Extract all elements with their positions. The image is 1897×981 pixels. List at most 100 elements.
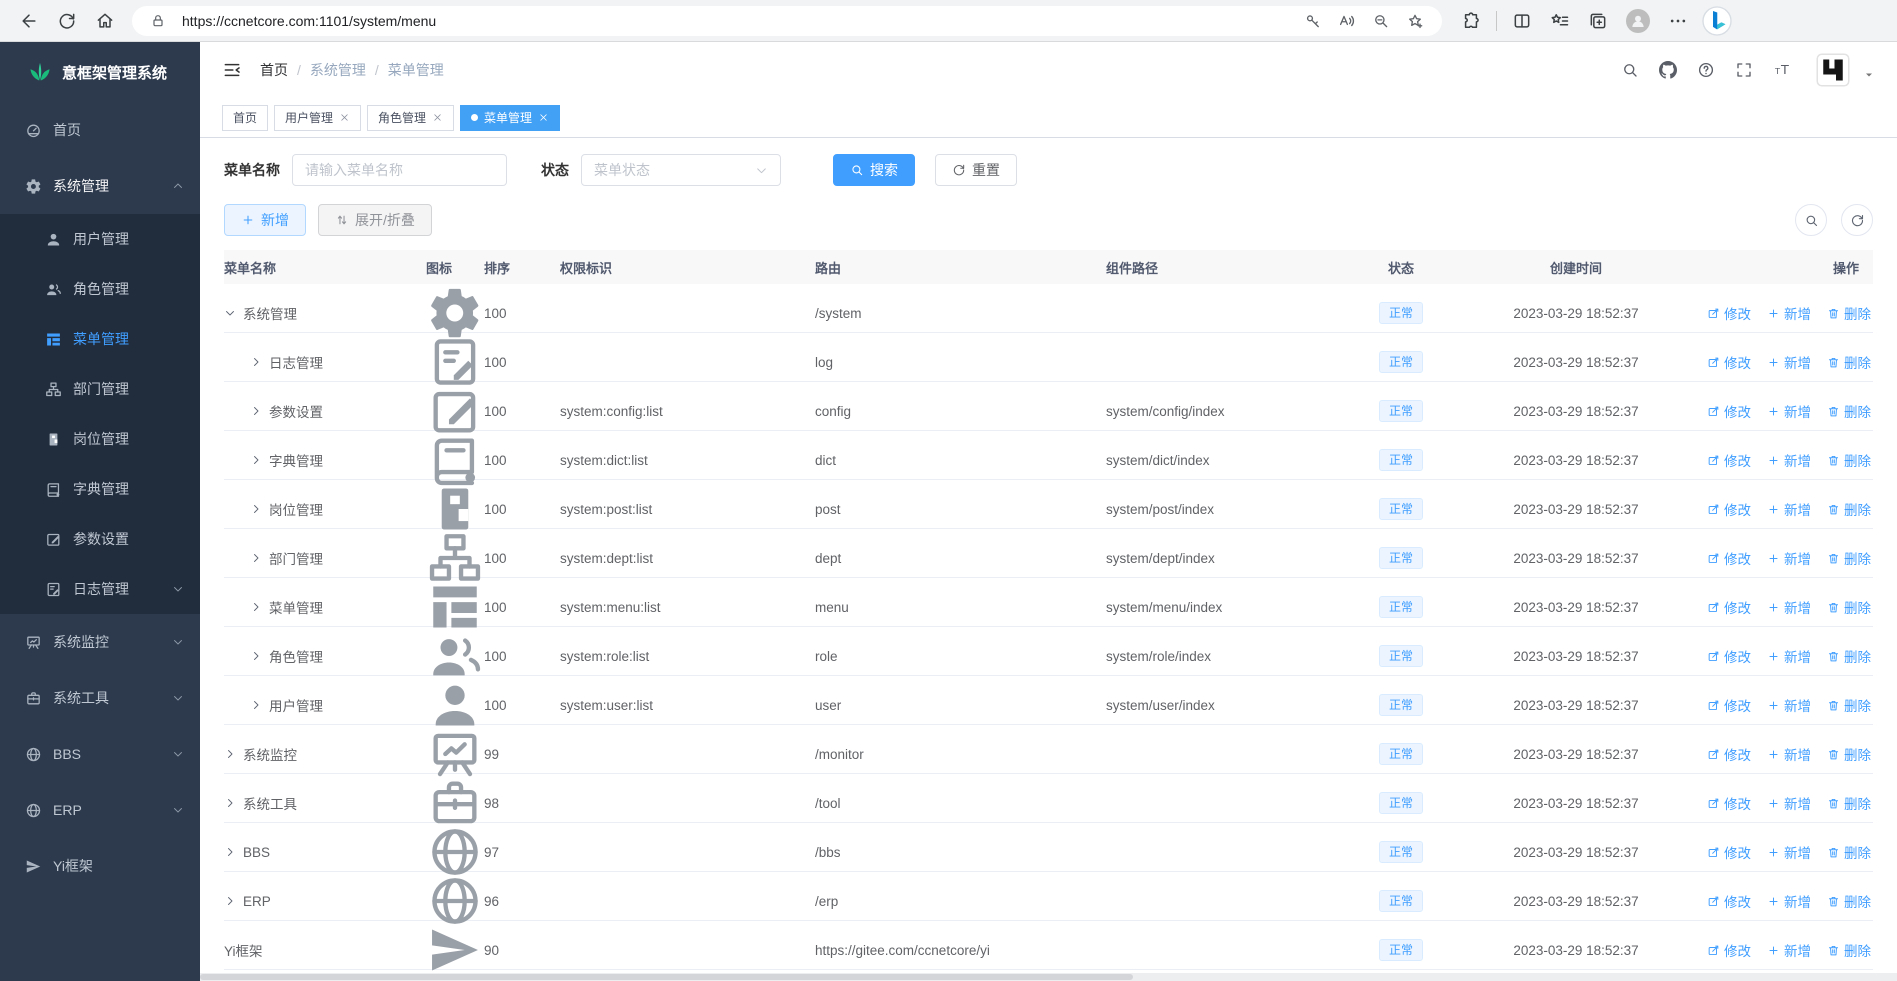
add-link[interactable]: 新增 [1767,303,1811,323]
add-link[interactable]: 新增 [1767,793,1811,813]
delete-link[interactable]: 删除 [1827,548,1871,568]
url-text[interactable]: https://ccnetcore.com:1101/system/menu [182,12,437,29]
show-search-button[interactable] [1795,204,1827,236]
edit-link[interactable]: 修改 [1707,793,1751,813]
sidebar-item-菜单管理[interactable]: 菜单管理 [0,314,200,364]
address-bar[interactable]: https://ccnetcore.com:1101/system/menu [132,5,1442,36]
close-icon[interactable] [538,112,549,123]
sidebar-item-日志管理[interactable]: 日志管理 [0,564,200,614]
collapse-row-icon[interactable] [224,307,236,319]
delete-link[interactable]: 删除 [1827,352,1871,372]
delete-link[interactable]: 删除 [1827,891,1871,911]
lock-icon[interactable] [150,13,166,29]
expand-row-icon[interactable] [250,601,262,613]
favorites-icon[interactable] [1550,11,1570,31]
edit-link[interactable]: 修改 [1707,450,1751,470]
breadcrumb-system[interactable]: 系统管理 [309,62,366,78]
menu-name-input[interactable] [292,154,507,186]
delete-link[interactable]: 删除 [1827,940,1871,960]
delete-link[interactable]: 删除 [1827,450,1871,470]
edit-link[interactable]: 修改 [1707,303,1751,323]
delete-link[interactable]: 删除 [1827,646,1871,666]
sidebar-item-Yi框架[interactable]: Yi框架 [0,838,200,894]
expand-row-icon[interactable] [250,552,262,564]
sidebar-item-系统监控[interactable]: 系统监控 [0,614,200,670]
add-link[interactable]: 新增 [1767,597,1811,617]
add-link[interactable]: 新增 [1767,695,1811,715]
sidebar-item-部门管理[interactable]: 部门管理 [0,364,200,414]
sidebar-fold-icon[interactable] [222,60,242,80]
add-link[interactable]: 新增 [1767,548,1811,568]
avatar-caret-icon[interactable] [1863,69,1875,81]
password-key-icon[interactable] [1304,12,1322,30]
read-aloud-icon[interactable] [1338,12,1356,30]
status-select[interactable]: 菜单状态 [581,154,781,186]
edit-link[interactable]: 修改 [1707,891,1751,911]
app-logo[interactable]: 意框架管理系统 [0,42,200,102]
zoom-out-icon[interactable] [1372,12,1390,30]
edit-link[interactable]: 修改 [1707,352,1751,372]
browser-home-icon[interactable] [95,11,115,31]
add-link[interactable]: 新增 [1767,891,1811,911]
edit-link[interactable]: 修改 [1707,548,1751,568]
delete-link[interactable]: 删除 [1827,303,1871,323]
expand-row-icon[interactable] [224,895,236,907]
sidebar-item-字典管理[interactable]: 字典管理 [0,464,200,514]
tab-首页[interactable]: 首页 [222,104,269,131]
sidebar-item-BBS[interactable]: BBS [0,726,200,782]
add-link[interactable]: 新增 [1767,352,1811,372]
sidebar-item-系统管理[interactable]: 系统管理 [0,158,200,214]
edit-link[interactable]: 修改 [1707,695,1751,715]
browser-back-icon[interactable] [19,11,39,31]
breadcrumb-home[interactable]: 首页 [260,62,288,78]
favorite-star-icon[interactable] [1406,12,1424,30]
expand-row-icon[interactable] [250,503,262,515]
help-icon[interactable] [1697,61,1715,79]
edit-link[interactable]: 修改 [1707,744,1751,764]
fullscreen-icon[interactable] [1735,61,1753,79]
search-button[interactable]: 搜索 [833,154,915,186]
add-button[interactable]: 新增 [224,204,306,236]
tab-用户管理[interactable]: 用户管理 [274,104,362,131]
add-link[interactable]: 新增 [1767,646,1811,666]
tab-菜单管理[interactable]: 菜单管理 [460,104,561,131]
delete-link[interactable]: 删除 [1827,695,1871,715]
delete-link[interactable]: 删除 [1827,793,1871,813]
browser-refresh-icon[interactable] [57,11,77,31]
edit-link[interactable]: 修改 [1707,940,1751,960]
sidebar-item-角色管理[interactable]: 角色管理 [0,264,200,314]
expand-row-icon[interactable] [250,405,262,417]
scrollbar-thumb[interactable] [200,974,1134,980]
reset-button[interactable]: 重置 [935,154,1017,186]
expand-row-icon[interactable] [250,356,262,368]
sidebar-item-首页[interactable]: 首页 [0,102,200,158]
add-link[interactable]: 新增 [1767,401,1811,421]
edit-link[interactable]: 修改 [1707,499,1751,519]
close-icon[interactable] [339,112,350,123]
delete-link[interactable]: 删除 [1827,842,1871,862]
extensions-icon[interactable] [1461,11,1481,31]
browser-profile-avatar[interactable] [1626,8,1650,33]
tab-角色管理[interactable]: 角色管理 [367,104,455,131]
expand-row-icon[interactable] [250,699,262,711]
user-avatar[interactable] [1815,52,1851,88]
sidebar-item-ERP[interactable]: ERP [0,782,200,838]
delete-link[interactable]: 删除 [1827,744,1871,764]
expand-collapse-button[interactable]: 展开/折叠 [318,204,432,236]
delete-link[interactable]: 删除 [1827,401,1871,421]
sidebar-item-岗位管理[interactable]: 岗位管理 [0,414,200,464]
sidebar-item-用户管理[interactable]: 用户管理 [0,214,200,264]
github-icon[interactable] [1659,61,1677,79]
add-link[interactable]: 新增 [1767,450,1811,470]
edit-link[interactable]: 修改 [1707,597,1751,617]
edit-link[interactable]: 修改 [1707,646,1751,666]
add-link[interactable]: 新增 [1767,940,1811,960]
add-link[interactable]: 新增 [1767,842,1811,862]
add-link[interactable]: 新增 [1767,499,1811,519]
bing-chat-icon[interactable] [1701,5,1733,37]
edit-link[interactable]: 修改 [1707,401,1751,421]
split-screen-icon[interactable] [1512,11,1532,31]
delete-link[interactable]: 删除 [1827,597,1871,617]
expand-row-icon[interactable] [224,846,236,858]
sidebar-item-参数设置[interactable]: 参数设置 [0,514,200,564]
